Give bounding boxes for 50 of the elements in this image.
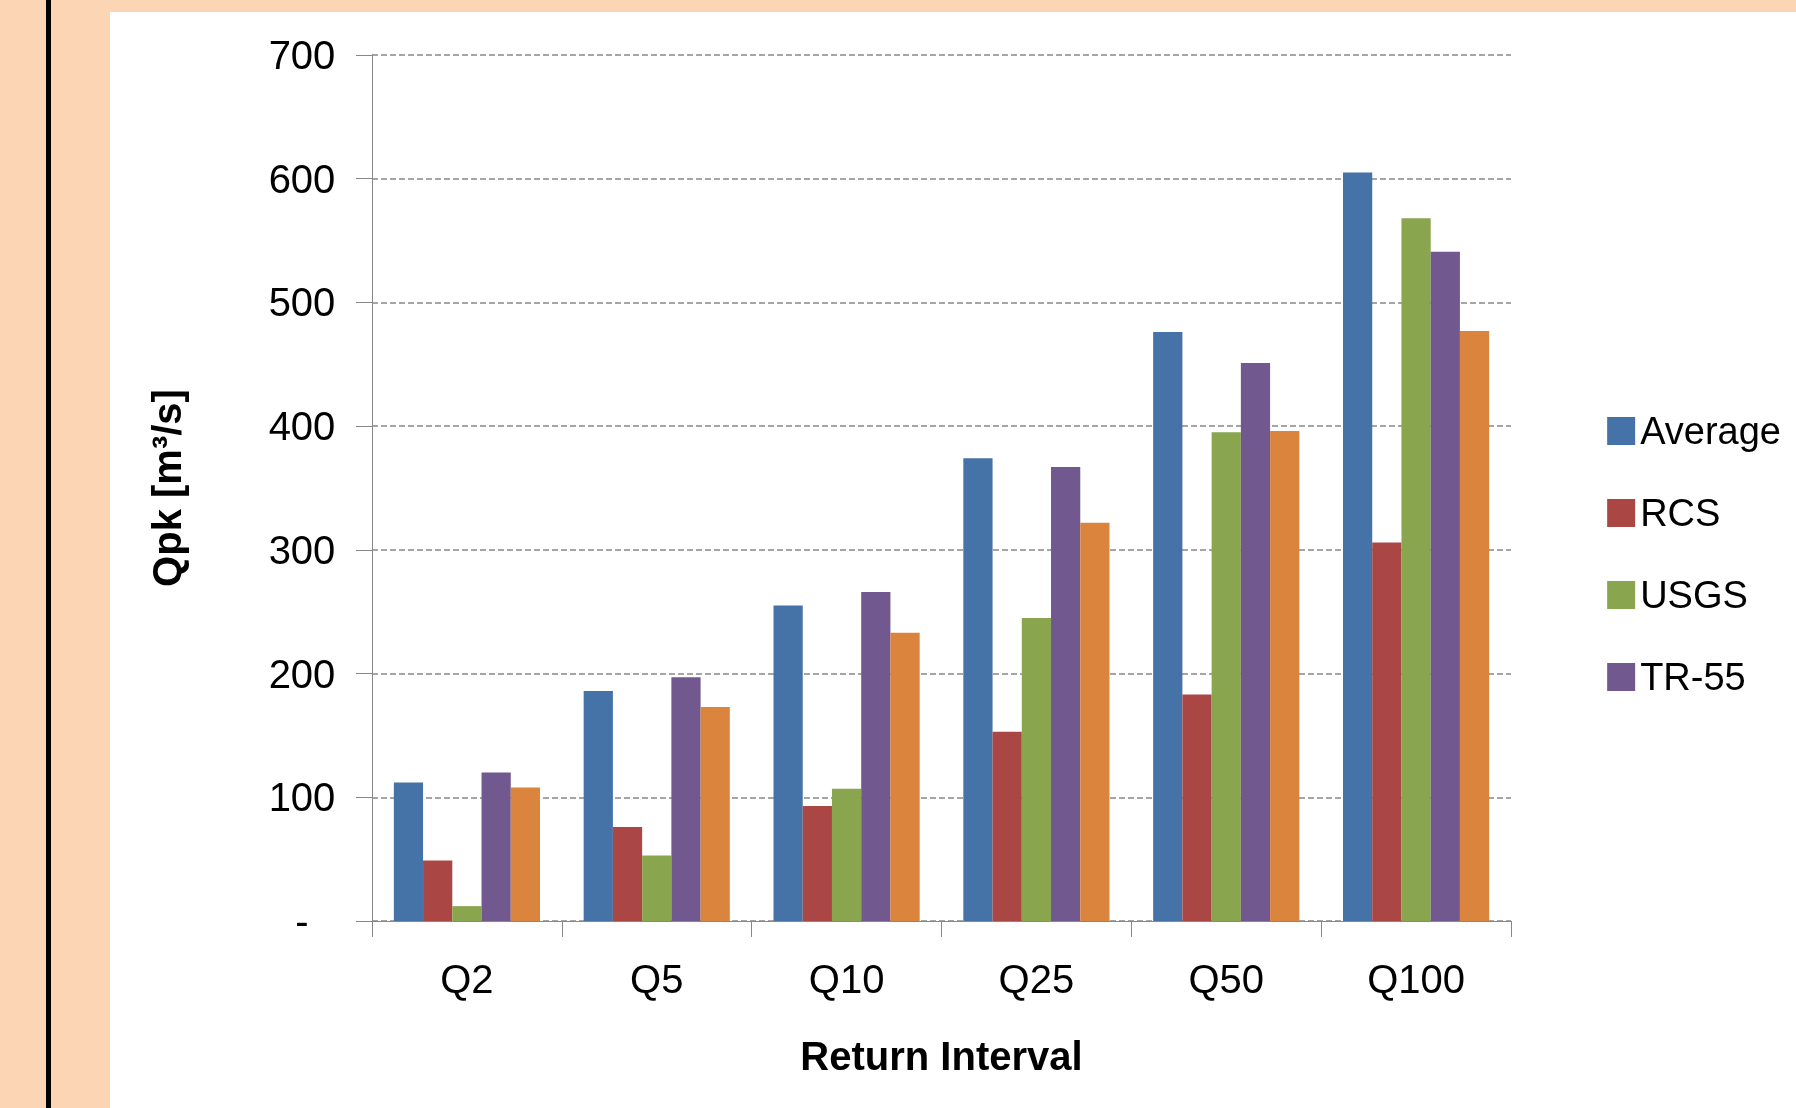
y-tick-label: 300: [268, 527, 336, 572]
y-tick-label: 400: [268, 404, 336, 449]
legend-label: USGS: [1640, 574, 1748, 616]
y-tick-label: -: [295, 899, 309, 943]
bar: [1051, 466, 1081, 921]
bar: [963, 458, 993, 921]
x-tick-label: Q10: [808, 957, 885, 1001]
bar: [452, 906, 482, 921]
legend-label: TR-55: [1640, 656, 1746, 698]
bar: [802, 805, 832, 921]
y-tick-label: 600: [268, 156, 336, 201]
bar: [1211, 432, 1241, 921]
bar: [1430, 251, 1460, 921]
bar: [481, 772, 511, 921]
bar: [773, 605, 803, 921]
bar: [612, 826, 643, 921]
bar: [642, 855, 672, 921]
y-tick-label: 100: [268, 775, 336, 820]
bar: [1372, 542, 1402, 921]
bar: [831, 788, 862, 921]
bar: [700, 706, 730, 921]
bar: [890, 632, 920, 921]
bar: [583, 690, 613, 921]
bar: [1401, 218, 1431, 921]
bar: [1182, 694, 1212, 921]
bar: [1270, 431, 1300, 921]
legend-label: Average: [1640, 410, 1782, 452]
bar: [992, 731, 1022, 921]
y-tick-label: 200: [268, 651, 336, 696]
bar: [510, 787, 540, 921]
bar: [671, 677, 701, 921]
bar: [423, 860, 453, 921]
x-tick-label: Q50: [1188, 957, 1265, 1001]
bar: [1021, 617, 1052, 921]
y-tick-label: 500: [268, 280, 336, 325]
x-tick-label: Q2: [440, 957, 494, 1001]
x-tick-label: Q100: [1367, 957, 1466, 1001]
y-tick-label: 700: [268, 33, 336, 77]
bar: [1153, 332, 1183, 921]
x-tick-label: Q25: [998, 957, 1075, 1001]
x-tick-label: Q5: [630, 957, 684, 1001]
x-axis-title: Return Interval: [800, 1034, 1083, 1078]
bar: [1240, 363, 1271, 921]
bar: [1080, 522, 1110, 921]
legend-label: RCS: [1640, 492, 1721, 534]
bar: [393, 782, 424, 921]
y-axis-title: Qpk [m³/s]: [145, 389, 189, 587]
bar: [1459, 330, 1490, 921]
bar: [1343, 172, 1373, 921]
bar: [861, 591, 891, 921]
